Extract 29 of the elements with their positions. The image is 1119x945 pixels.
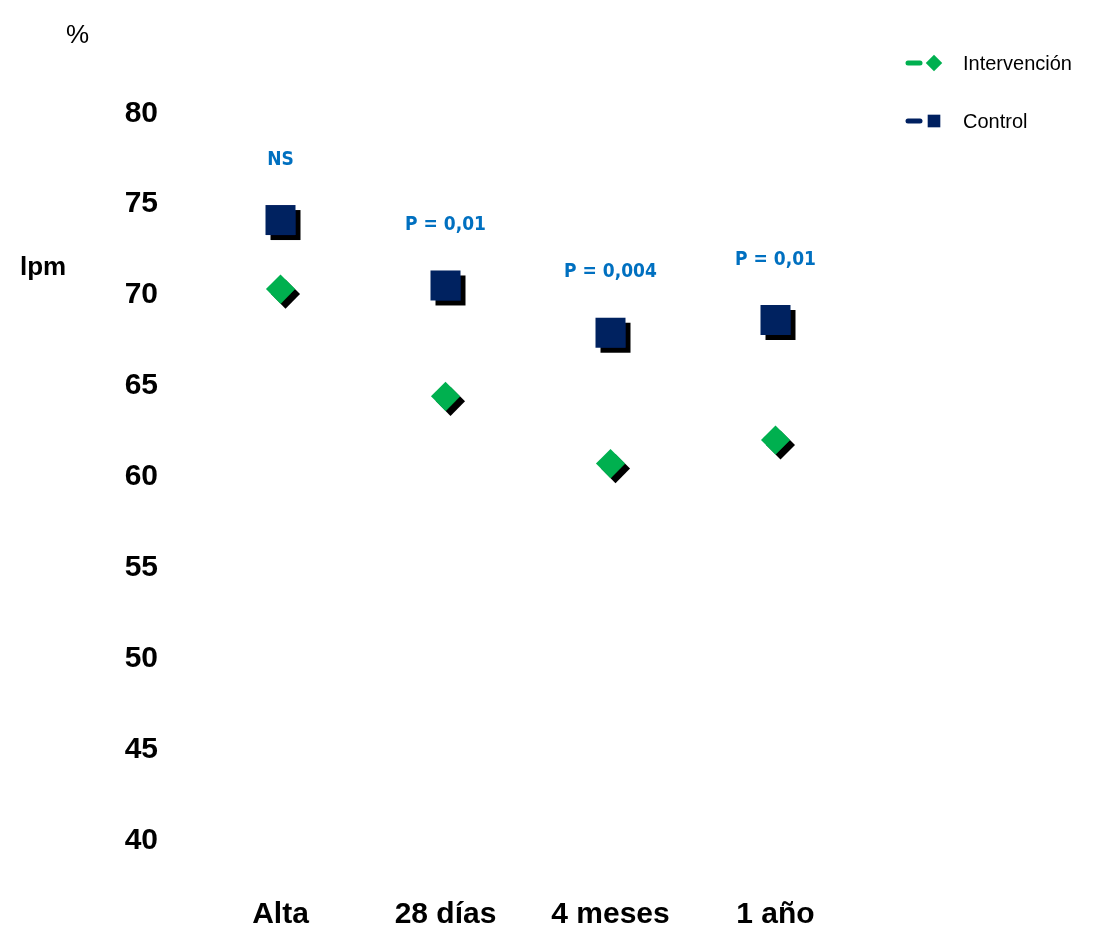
annotation: P = 0,01 [735, 246, 816, 269]
x-tick-label: 1 año [736, 896, 815, 929]
y-tick-label: 55 [124, 548, 158, 582]
point [265, 274, 296, 304]
y-tick-label: 75 [124, 185, 158, 219]
x-tick-label: 28 días [394, 896, 497, 929]
y-tick-label: 65 [124, 367, 158, 401]
point [760, 425, 791, 455]
annotation: P = 0,004 [564, 259, 658, 282]
point [265, 205, 296, 236]
y-tick-label: 80 [124, 94, 158, 128]
y-tick-label: 60 [124, 458, 158, 491]
point [430, 381, 461, 411]
x-tick-label: Alta [252, 896, 310, 929]
point [595, 449, 626, 479]
y-axis-title: lpm [20, 250, 67, 281]
legend-label: Intervención [963, 52, 1072, 74]
y-tick-label: 40 [124, 821, 158, 855]
annotation: P = 0,01 [405, 212, 486, 235]
point [595, 317, 626, 348]
point [760, 305, 791, 336]
point [430, 270, 461, 301]
y-tick-label: 45 [124, 730, 158, 764]
y-tick-label: 50 [124, 639, 158, 673]
x-tick-label: 4 meses [551, 896, 670, 929]
legend-label: Control [963, 110, 1028, 132]
y-tick-label: 70 [124, 276, 158, 310]
text: % [66, 19, 90, 49]
annotation: NS [267, 146, 294, 169]
